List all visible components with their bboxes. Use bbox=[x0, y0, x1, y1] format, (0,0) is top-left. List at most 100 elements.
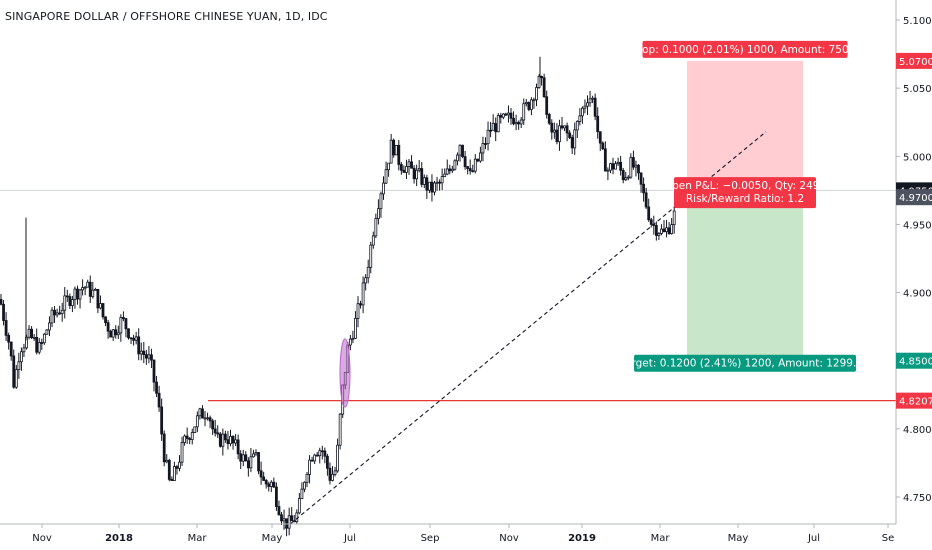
candle bbox=[359, 300, 362, 309]
candle bbox=[527, 101, 531, 112]
candle bbox=[540, 75, 543, 86]
candle bbox=[507, 105, 510, 123]
candle bbox=[530, 97, 533, 116]
candle bbox=[114, 325, 118, 339]
candle bbox=[14, 364, 18, 389]
candle bbox=[389, 134, 393, 164]
candle bbox=[637, 164, 640, 180]
candle bbox=[420, 162, 424, 188]
candle bbox=[42, 332, 46, 345]
candle bbox=[670, 218, 674, 235]
candle bbox=[394, 144, 398, 156]
x-tick-label: Jul bbox=[807, 533, 820, 544]
candle bbox=[611, 157, 615, 175]
candle bbox=[234, 434, 238, 447]
stop-label[interactable]: Stop: 0.1000 (2.01%) 1000, Amount: 750.1 bbox=[631, 40, 859, 58]
candle bbox=[91, 281, 95, 299]
candle bbox=[558, 119, 561, 151]
candle bbox=[213, 419, 217, 437]
candle bbox=[438, 179, 442, 191]
svg-text:4.9700: 4.9700 bbox=[899, 193, 932, 204]
candle bbox=[206, 412, 209, 421]
stop-zone[interactable] bbox=[687, 60, 803, 198]
candle bbox=[305, 471, 309, 488]
candle bbox=[458, 144, 462, 162]
candle bbox=[486, 121, 490, 151]
candle bbox=[318, 447, 322, 464]
candle bbox=[649, 217, 653, 228]
candle bbox=[644, 187, 648, 210]
candle bbox=[129, 337, 133, 345]
candle bbox=[104, 316, 107, 327]
candle bbox=[83, 285, 87, 296]
candle bbox=[259, 461, 263, 485]
candle bbox=[37, 338, 41, 355]
candle bbox=[22, 343, 26, 358]
candle bbox=[491, 114, 495, 131]
candle bbox=[410, 155, 413, 169]
svg-text:5.0700: 5.0700 bbox=[899, 57, 932, 68]
candle bbox=[593, 93, 597, 121]
candle bbox=[412, 165, 416, 184]
highlight-ellipse[interactable] bbox=[339, 338, 351, 408]
candle bbox=[565, 122, 569, 142]
candle bbox=[443, 168, 447, 177]
x-axis[interactable]: Nov 2018 Mar May Jul Sep Nov 2019 Mar May Jul Se bbox=[32, 524, 894, 544]
candle bbox=[445, 159, 449, 176]
candle bbox=[68, 293, 72, 309]
candle bbox=[524, 99, 528, 107]
candle bbox=[598, 131, 602, 151]
candle bbox=[552, 122, 556, 139]
svg-text:4.8500: 4.8500 bbox=[899, 357, 932, 368]
candle bbox=[639, 172, 643, 193]
x-tick-label: Nov bbox=[32, 533, 52, 544]
candle bbox=[183, 434, 187, 446]
candle bbox=[269, 480, 273, 493]
candle bbox=[356, 296, 360, 328]
candle bbox=[246, 457, 250, 477]
pnl-label[interactable]: Open P&L: −0.0050, Qty: 2499 Risk/Reward… bbox=[664, 177, 826, 209]
candle bbox=[167, 458, 171, 482]
candle bbox=[30, 326, 34, 340]
candle bbox=[277, 500, 281, 516]
candle bbox=[257, 452, 260, 475]
candle bbox=[647, 198, 651, 222]
candle bbox=[303, 481, 306, 493]
candle bbox=[606, 167, 610, 181]
candle bbox=[295, 509, 299, 525]
y-tick-label: 4.9000 bbox=[903, 289, 932, 300]
candle bbox=[626, 175, 630, 181]
candle bbox=[178, 455, 181, 472]
candle bbox=[489, 121, 493, 138]
candle bbox=[211, 418, 215, 435]
candle bbox=[624, 171, 628, 182]
candle bbox=[272, 477, 276, 488]
candle bbox=[58, 305, 62, 315]
candle bbox=[519, 117, 523, 129]
candle bbox=[132, 334, 136, 346]
y-tick-label: 5.1000 bbox=[903, 16, 932, 27]
candle bbox=[435, 176, 439, 191]
candle bbox=[662, 220, 666, 233]
candle bbox=[382, 176, 385, 200]
candle bbox=[99, 295, 102, 310]
candle bbox=[417, 160, 421, 173]
y-axis[interactable]: 5.1000 5.0500 5.0000 4.9500 4.9000 4.8000 4.75… bbox=[896, 16, 932, 504]
candle bbox=[308, 455, 311, 484]
candle bbox=[109, 329, 113, 338]
candle bbox=[264, 478, 268, 489]
target-label[interactable]: Target: 0.1200 (2.41%) 1200, Amount: 129… bbox=[619, 354, 870, 372]
target-zone[interactable] bbox=[687, 197, 803, 361]
candle bbox=[122, 311, 125, 322]
candle bbox=[60, 302, 64, 322]
candle bbox=[320, 445, 324, 460]
candle bbox=[369, 241, 373, 274]
y-tick-label: 4.7500 bbox=[903, 493, 932, 504]
candle bbox=[48, 316, 51, 337]
candle bbox=[578, 108, 582, 126]
candle bbox=[35, 328, 39, 355]
candle bbox=[241, 449, 245, 467]
candle bbox=[229, 429, 232, 447]
